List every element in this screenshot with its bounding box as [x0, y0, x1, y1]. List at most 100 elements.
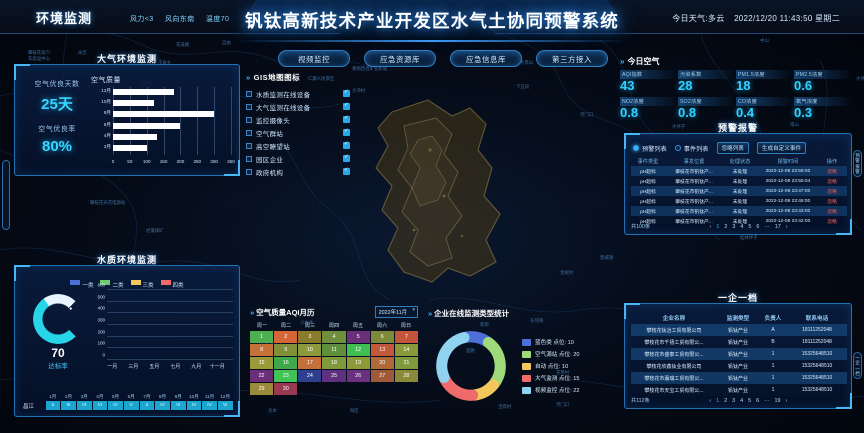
calendar-day-cell[interactable]: 20	[370, 357, 394, 369]
ignore-action-link[interactable]: 忽略	[827, 199, 837, 205]
ignore-action-link[interactable]: 忽略	[827, 219, 837, 225]
next-page-icon[interactable]: ›	[785, 397, 788, 404]
calendar-day-cell[interactable]: 23	[274, 370, 298, 382]
tab-event-list[interactable]: 事件列表	[674, 144, 709, 153]
calendar-day-cell[interactable]: 16	[274, 357, 298, 369]
page-number[interactable]: 3	[732, 223, 736, 230]
calendar-day-cell[interactable]: 9	[274, 344, 298, 356]
page-number[interactable]: 6	[756, 397, 760, 404]
calendar-day-cell[interactable]: 25	[322, 370, 346, 382]
page-number[interactable]: 17	[774, 223, 781, 230]
prev-page-icon[interactable]: ‹	[709, 223, 712, 230]
table-row[interactable]: 攀枝花市盛泰工贸有限公... 钒钛产业 1 15325648510	[631, 348, 847, 360]
calendar-day-cell[interactable]: 4	[322, 331, 346, 343]
checkbox-checked-icon[interactable]	[343, 141, 350, 149]
table-row[interactable]: 攀枝花市瀛瑞工贸有限公... 钒钛产业 1 15325648510	[631, 372, 847, 384]
calendar-day-cell[interactable]: 8	[250, 344, 274, 356]
calendar-day-cell[interactable]: 7	[394, 331, 418, 343]
table-row[interactable]: pH超标 攀枝花市钒钛产... 未处理 2022-12-08 23:59:00 忽略	[631, 166, 847, 176]
calendar-day-cell[interactable]: 2	[274, 331, 298, 343]
table-row[interactable]: pH超标 攀枝花市钒钛产... 未处理 2022-12-08 23:42:00 忽略	[631, 216, 847, 226]
checkbox-checked-icon[interactable]	[343, 167, 350, 175]
checkbox-checked-icon[interactable]	[343, 89, 350, 97]
page-number[interactable]: 5	[748, 223, 752, 230]
calendar-day-cell[interactable]: 27	[370, 370, 394, 382]
calendar-day-cell[interactable]: 12	[346, 344, 370, 356]
calendar-day-cell[interactable]: 21	[394, 357, 418, 369]
calendar-day-cell[interactable]: 11	[322, 344, 346, 356]
page-number[interactable]: ···	[764, 223, 770, 230]
page-number[interactable]: 3	[732, 397, 736, 404]
page-number[interactable]: 4	[740, 397, 744, 404]
calendar-day-cell[interactable]: 22	[250, 370, 274, 382]
prev-page-icon[interactable]: ‹	[709, 397, 712, 404]
calendar-day-cell[interactable]: 28	[394, 370, 418, 382]
checkbox-checked-icon[interactable]	[343, 128, 350, 136]
nav-chip-3[interactable]: 第三方接入	[536, 50, 608, 67]
calendar-day-cell[interactable]: 1	[250, 331, 274, 343]
checkbox-checked-icon[interactable]	[343, 102, 350, 110]
company-page-numbers[interactable]: ‹ 1 2 3 4 5 6 ··· 19 ›	[650, 398, 847, 404]
legend-label: 视频监控 点位: 22	[535, 388, 580, 394]
table-row[interactable]: 攀枝花市天宝工贸有限公... 钒钛产业 1 15325648510	[631, 384, 847, 396]
next-page-icon[interactable]: ›	[785, 223, 788, 230]
calendar-day-cell[interactable]: 13	[370, 344, 394, 356]
page-number[interactable]: 5	[748, 397, 752, 404]
calendar-day-cell[interactable]: 26	[346, 370, 370, 382]
calendar-day-cell[interactable]: 15	[250, 357, 274, 369]
ignore-action-link[interactable]: 忽略	[827, 189, 837, 195]
table-row[interactable]: 攀枝花欣鑫钛业有限公司 钒钛产业 1 15325648510	[631, 360, 847, 372]
nav-chip-1[interactable]: 应急资源库	[364, 50, 436, 67]
calendar-day-cell[interactable]: 10	[298, 344, 322, 356]
gis-layer-item[interactable]: 高空瞭望站	[246, 139, 350, 152]
rail-company-shortcut[interactable]: 一企一档	[853, 352, 862, 380]
create-custom-event-button[interactable]: 生成自定义事件	[756, 142, 807, 154]
ignore-action-link[interactable]: 忽略	[827, 209, 837, 215]
ignore-action-link[interactable]: 忽略	[827, 179, 837, 185]
page-number[interactable]: 1	[716, 223, 720, 230]
table-row[interactable]: 攀枝花市千禧工贸有限公... 钒钛产业 B 18111252048	[631, 336, 847, 348]
page-number[interactable]: 4	[740, 223, 744, 230]
table-row[interactable]: pH超标 攀枝花市钒钛产... 未处理 2022-12-08 23:46:00 忽略	[631, 196, 847, 206]
table-row[interactable]: pH超标 攀枝花市钒钛产... 未处理 2022-12-08 23:47:00 忽略	[631, 186, 847, 196]
ignore-list-button[interactable]: 忽略列表	[716, 142, 749, 154]
gis-layer-item[interactable]: 园区企业	[246, 152, 350, 165]
air-metric: AQI指数 43	[620, 70, 678, 93]
gis-layer-item[interactable]: 空气群站	[246, 126, 350, 139]
calendar-day-cell[interactable]: 29	[250, 383, 274, 395]
calendar-day-cell[interactable]: 19	[346, 357, 370, 369]
ignore-action-link[interactable]: 忽略	[827, 169, 837, 175]
table-row[interactable]: 攀枝花钛冶工贸有限公司 钒钛产业 A 18111252048	[631, 324, 847, 336]
table-row[interactable]: pH超标 攀枝花市钒钛产... 未处理 2022-12-08 23:43:00 忽略	[631, 206, 847, 216]
gis-layer-item[interactable]: 水质监测在线设备	[246, 87, 350, 100]
page-number[interactable]: 6	[756, 223, 760, 230]
checkbox-checked-icon[interactable]	[343, 154, 350, 162]
rail-warning-shortcut[interactable]: 预警报警	[853, 150, 862, 178]
gis-layer-item[interactable]: 监控摄像头	[246, 113, 350, 126]
gis-layer-item[interactable]: 政府机构	[246, 165, 350, 178]
page-number[interactable]: ···	[764, 397, 770, 404]
calendar-day-cell[interactable]: 14	[394, 344, 418, 356]
table-row[interactable]: pH超标 攀枝花市钒钛产... 未处理 2022-12-08 23:55:04 忽略	[631, 176, 847, 186]
left-side-rail[interactable]	[2, 160, 10, 230]
page-number[interactable]: 2	[724, 223, 728, 230]
warning-page-numbers[interactable]: ‹ 1 2 3 4 5 6 ··· 17 ›	[650, 224, 847, 230]
tab-warning-list[interactable]: 预警列表	[633, 144, 667, 153]
calendar-day-cell[interactable]: 18	[322, 357, 346, 369]
calendar-day-cell[interactable]: 24	[298, 370, 322, 382]
nav-chip-0[interactable]: 视频监控	[278, 50, 350, 67]
page-number[interactable]: 19	[774, 397, 781, 404]
page-number[interactable]: 2	[724, 397, 728, 404]
calendar-day-cell[interactable]: 3	[298, 331, 322, 343]
calendar-day-cell[interactable]: 5	[346, 331, 370, 343]
table-cell: B	[771, 339, 775, 345]
checkbox-checked-icon[interactable]	[343, 115, 350, 123]
page-number[interactable]: 1	[716, 397, 720, 404]
calendar-day-cell[interactable]: 30	[274, 383, 298, 395]
calendar-day-cell[interactable]: 17	[298, 357, 322, 369]
month-select[interactable]: 2022年11月	[374, 306, 418, 318]
calendar-day-cell[interactable]: 6	[370, 331, 394, 343]
gis-layer-item[interactable]: 大气监测在线设备	[246, 100, 350, 113]
nav-chip-2[interactable]: 应急信息库	[450, 50, 522, 67]
x-tick-label: 300	[210, 159, 218, 164]
